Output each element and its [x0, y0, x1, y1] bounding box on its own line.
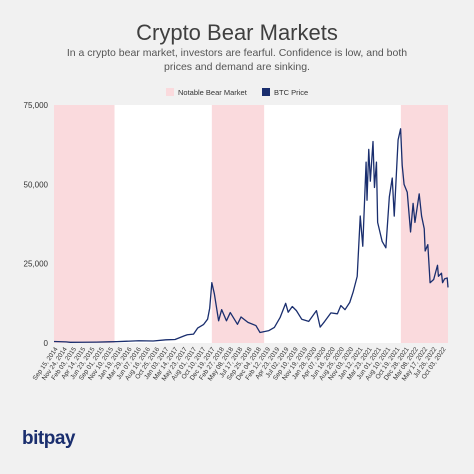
legend-label-btc-price: BTC Price: [274, 88, 308, 97]
bear-market-band-1: [54, 105, 115, 343]
btc-price-line: [53, 128, 449, 343]
chart-title: Crypto Bear Markets: [136, 20, 338, 45]
bear-market-band-2: [211, 105, 265, 343]
bitpay-logo: bitpay: [22, 428, 75, 449]
y-tick-label: 0: [44, 339, 49, 348]
legend-swatch-bear-market: [166, 88, 174, 96]
y-tick-label: 75,000: [24, 101, 49, 110]
y-tick-label: 25,000: [24, 260, 49, 269]
legend-label-bear-market: Notable Bear Market: [178, 88, 248, 97]
chart-subtitle: In a crypto bear market, investors are f…: [66, 47, 408, 73]
legend-swatch-btc-price: [262, 88, 270, 96]
bear-market-band-3: [400, 105, 448, 343]
y-tick-label: 50,000: [24, 180, 49, 189]
